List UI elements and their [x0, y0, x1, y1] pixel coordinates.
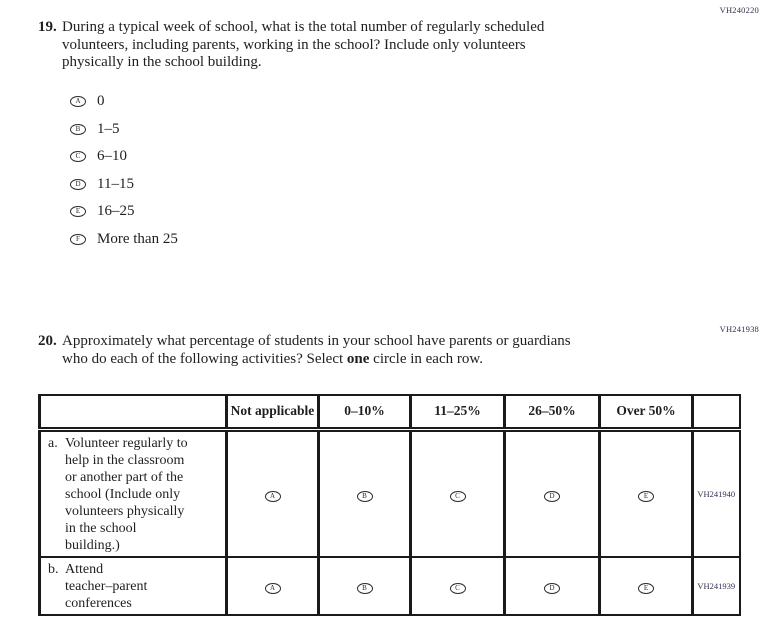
row-a-cell-0-10: B [317, 429, 411, 557]
option-label: 6–10 [97, 148, 127, 165]
row-b-cell-0-10: B [317, 555, 411, 615]
table-header-row: Not applicable 0–10% 11–25% 26–50% Over … [39, 395, 740, 432]
q20-row-b-bubble-a[interactable]: A [264, 582, 281, 594]
row-b-code: VH241939 [691, 555, 740, 615]
form-code-q19: VH240220 [719, 5, 759, 15]
column-header-0-10: 0–10% [317, 395, 411, 432]
row-a-cell-26-50: D [503, 429, 600, 557]
row-b-cell-26-50: D [503, 555, 600, 615]
question-19-text: During a typical week of school, what is… [62, 19, 545, 70]
q20-row-a-bubble-a[interactable]: A [264, 490, 281, 502]
q20-row-a-bubble-e[interactable]: E [638, 490, 654, 502]
question-19-number: 19. [38, 19, 57, 35]
answer-bubble-f[interactable]: F [70, 233, 86, 245]
question-20-text-before: Approximately what percentage of student… [62, 333, 571, 367]
answer-bubble-b[interactable]: B [70, 123, 86, 135]
row-b-letter: b. [48, 561, 59, 577]
row-a-cell-11-25: C [409, 429, 505, 557]
row-b-cell-over-50: E [598, 555, 693, 615]
row-b-cell-not-applicable: A [225, 555, 319, 615]
q19-option-a: A 0 [70, 88, 178, 116]
answer-bubble-d[interactable]: D [70, 178, 86, 190]
column-header-11-25: 11–25% [409, 395, 505, 432]
q20-row-a-bubble-d[interactable]: D [544, 490, 560, 502]
table-row-b: b. Attend teacher–parent conferences A B… [39, 555, 740, 615]
row-b-cell-11-25: C [409, 555, 505, 615]
question-20-text-after: circle in each row. [369, 350, 483, 367]
form-code-q20: VH241938 [719, 324, 759, 334]
q20-row-b-bubble-d[interactable]: D [544, 582, 560, 594]
q20-matrix-table: Not applicable 0–10% 11–25% 26–50% Over … [38, 394, 741, 616]
answer-bubble-e[interactable]: E [70, 206, 86, 218]
question-20-text-bold: one [346, 350, 370, 367]
row-a-text: Volunteer regularly to help in the class… [65, 435, 188, 553]
question-20: 20. Approximately what percentage of stu… [38, 333, 678, 368]
q20-row-b-bubble-b[interactable]: B [356, 582, 373, 594]
column-header-26-50: 26–50% [503, 395, 600, 432]
column-header-not-applicable: Not applicable [225, 395, 319, 432]
header-empty-cell [39, 395, 227, 432]
option-label: 11–15 [97, 175, 134, 192]
option-label: 1–5 [97, 120, 120, 137]
option-label: More than 25 [97, 230, 178, 247]
q19-option-e: E 16–25 [70, 198, 178, 226]
row-a-letter: a. [48, 435, 58, 451]
question-20-text: Approximately what percentage of student… [62, 333, 571, 368]
row-a-cell-not-applicable: A [225, 429, 319, 557]
column-header-over-50: Over 50% [598, 395, 693, 432]
question-19: 19. During a typical week of school, wha… [38, 19, 658, 72]
question-20-number: 20. [38, 333, 57, 349]
q20-row-b-bubble-e[interactable]: E [638, 582, 654, 594]
answer-bubble-c[interactable]: C [70, 151, 86, 163]
q20-row-b-bubble-c[interactable]: C [449, 582, 466, 594]
table-row-a: a. Volunteer regularly to help in the cl… [40, 429, 740, 557]
q19-option-c: C 6–10 [70, 143, 178, 171]
option-label: 0 [97, 93, 105, 110]
q19-option-f: F More than 25 [70, 226, 178, 254]
option-label: 16–25 [97, 203, 135, 220]
row-a-cell-over-50: E [598, 429, 693, 557]
q20-row-a-bubble-b[interactable]: B [356, 490, 373, 502]
header-code-cell [691, 395, 740, 432]
q20-row-a-bubble-c[interactable]: C [449, 490, 466, 502]
row-a-label-cell: a. Volunteer regularly to help in the cl… [40, 429, 227, 557]
question-20-table-wrap: Not applicable 0–10% 11–25% 26–50% Over … [38, 394, 741, 616]
row-b-label-cell: b. Attend teacher–parent conferences [39, 555, 227, 615]
question-19-options: A 0 B 1–5 C 6–10 D 11–15 E 16–25 F More … [70, 88, 178, 253]
row-b-text: Attend teacher–parent conferences [65, 561, 148, 611]
q19-option-d: D 11–15 [70, 171, 178, 199]
row-a-code: VH241940 [691, 429, 740, 557]
q19-option-b: B 1–5 [70, 116, 178, 144]
answer-bubble-a[interactable]: A [70, 96, 86, 108]
